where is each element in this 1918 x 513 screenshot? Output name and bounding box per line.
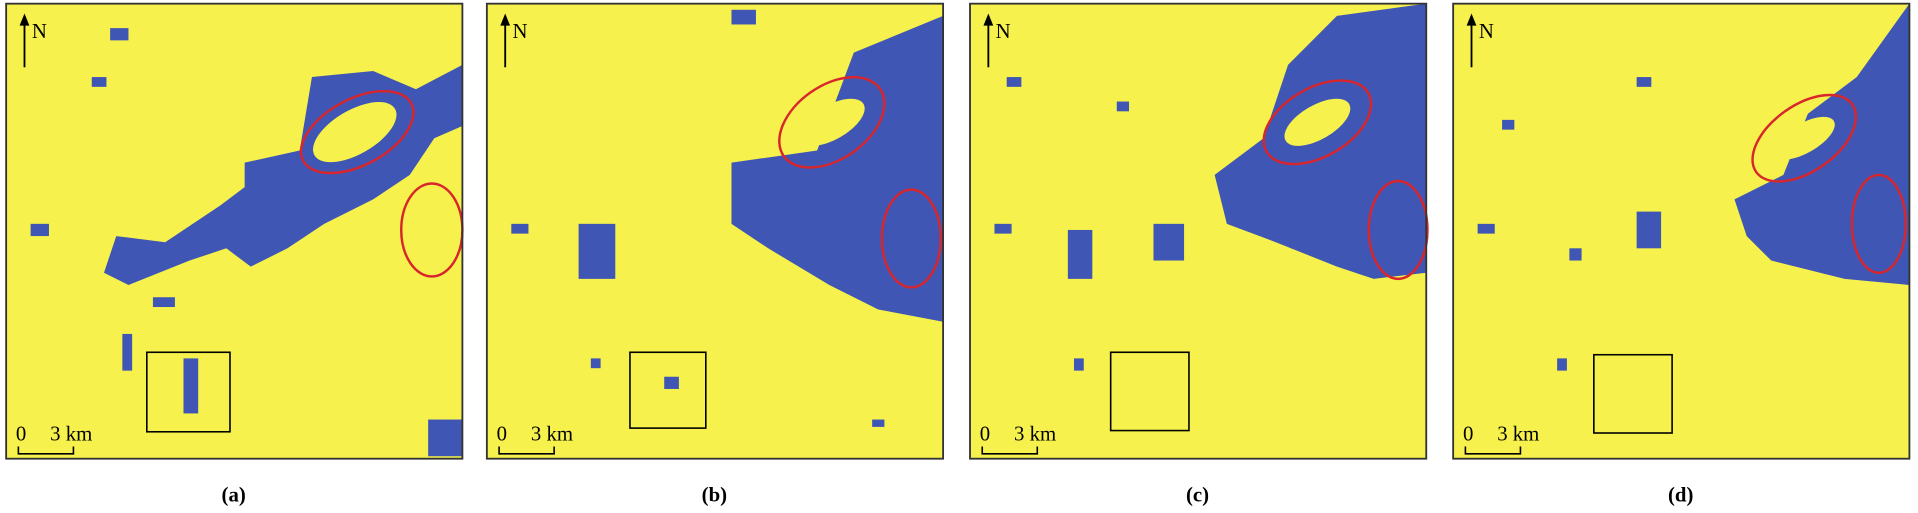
scale-bar bbox=[981, 446, 1039, 455]
scale-end: 3 km bbox=[531, 422, 573, 445]
water-patch bbox=[1569, 248, 1582, 261]
map-border bbox=[969, 2, 1428, 460]
water-patch bbox=[1636, 211, 1662, 249]
highlight-ellipse bbox=[1850, 173, 1907, 274]
north-label: N bbox=[1479, 20, 1494, 43]
water-patch bbox=[122, 333, 133, 371]
panel-label: (c) bbox=[1186, 484, 1209, 507]
water-patch bbox=[428, 419, 463, 457]
water-patch bbox=[1636, 77, 1652, 87]
panel-label: (a) bbox=[222, 484, 246, 507]
water-patch bbox=[511, 223, 529, 234]
scale-bar bbox=[17, 446, 75, 455]
water-patch bbox=[664, 376, 679, 389]
map-border bbox=[485, 2, 945, 460]
water-patch bbox=[1116, 101, 1130, 112]
water-patch bbox=[1153, 223, 1185, 261]
water-patch bbox=[731, 9, 756, 25]
map-panel: N 0 3 km bbox=[1452, 2, 1911, 460]
north-label: N bbox=[32, 20, 47, 43]
water-patch bbox=[1477, 223, 1495, 234]
panel-label: (b) bbox=[702, 484, 727, 507]
map-panel: N 0 3 km bbox=[969, 2, 1429, 460]
scale-end: 3 km bbox=[1014, 422, 1056, 445]
scale-start: 0 bbox=[497, 422, 507, 445]
highlight-ellipse bbox=[778, 75, 886, 169]
water-patch bbox=[152, 297, 175, 308]
highlight-box bbox=[629, 351, 707, 429]
water-area bbox=[1214, 3, 1427, 279]
north-arrowhead bbox=[1466, 13, 1477, 26]
panel-label: (d) bbox=[1668, 484, 1693, 507]
map-border bbox=[1452, 2, 1911, 460]
water-patch bbox=[91, 77, 107, 87]
map-panel: N 0 3 km bbox=[5, 2, 464, 460]
north-label: N bbox=[996, 20, 1011, 43]
water-patch bbox=[1557, 358, 1567, 371]
water-patch bbox=[110, 28, 129, 41]
highlight-box bbox=[1109, 351, 1190, 432]
highlight-ellipse bbox=[880, 188, 942, 289]
land-patch bbox=[313, 102, 397, 163]
highlight-ellipse bbox=[1751, 93, 1858, 183]
land-patch bbox=[1284, 98, 1351, 146]
water-patch bbox=[1073, 358, 1084, 371]
north-arrowhead bbox=[19, 13, 30, 26]
water-area bbox=[731, 15, 944, 322]
water-patch bbox=[1006, 77, 1022, 87]
scale-start: 0 bbox=[1463, 422, 1473, 445]
water-patch bbox=[578, 223, 616, 279]
water-area bbox=[1734, 3, 1910, 286]
north-arrowhead bbox=[983, 13, 994, 26]
water-patch bbox=[994, 223, 1012, 234]
scale-bar bbox=[498, 446, 555, 455]
highlight-ellipse bbox=[1367, 179, 1429, 281]
map-border bbox=[5, 2, 464, 460]
water-patch bbox=[872, 419, 885, 427]
highlight-ellipse bbox=[299, 89, 415, 175]
scale-end: 3 km bbox=[1497, 422, 1539, 445]
highlight-ellipse bbox=[1262, 79, 1373, 166]
highlight-box bbox=[1593, 353, 1673, 434]
water-patch bbox=[590, 358, 601, 369]
scale-start: 0 bbox=[16, 422, 26, 445]
water-patch bbox=[30, 223, 49, 237]
scale-bar bbox=[1464, 446, 1522, 455]
scale-start: 0 bbox=[980, 422, 990, 445]
map-panel: N 0 3 km bbox=[485, 2, 945, 460]
scale-end: 3 km bbox=[50, 422, 92, 445]
water-patch bbox=[183, 358, 199, 414]
north-label: N bbox=[513, 20, 528, 43]
water-patch bbox=[1502, 119, 1515, 130]
land-patch bbox=[798, 98, 865, 146]
water-patch bbox=[1067, 229, 1093, 279]
land-patch bbox=[1773, 116, 1835, 160]
highlight-box bbox=[146, 351, 231, 433]
north-arrowhead bbox=[500, 13, 511, 26]
